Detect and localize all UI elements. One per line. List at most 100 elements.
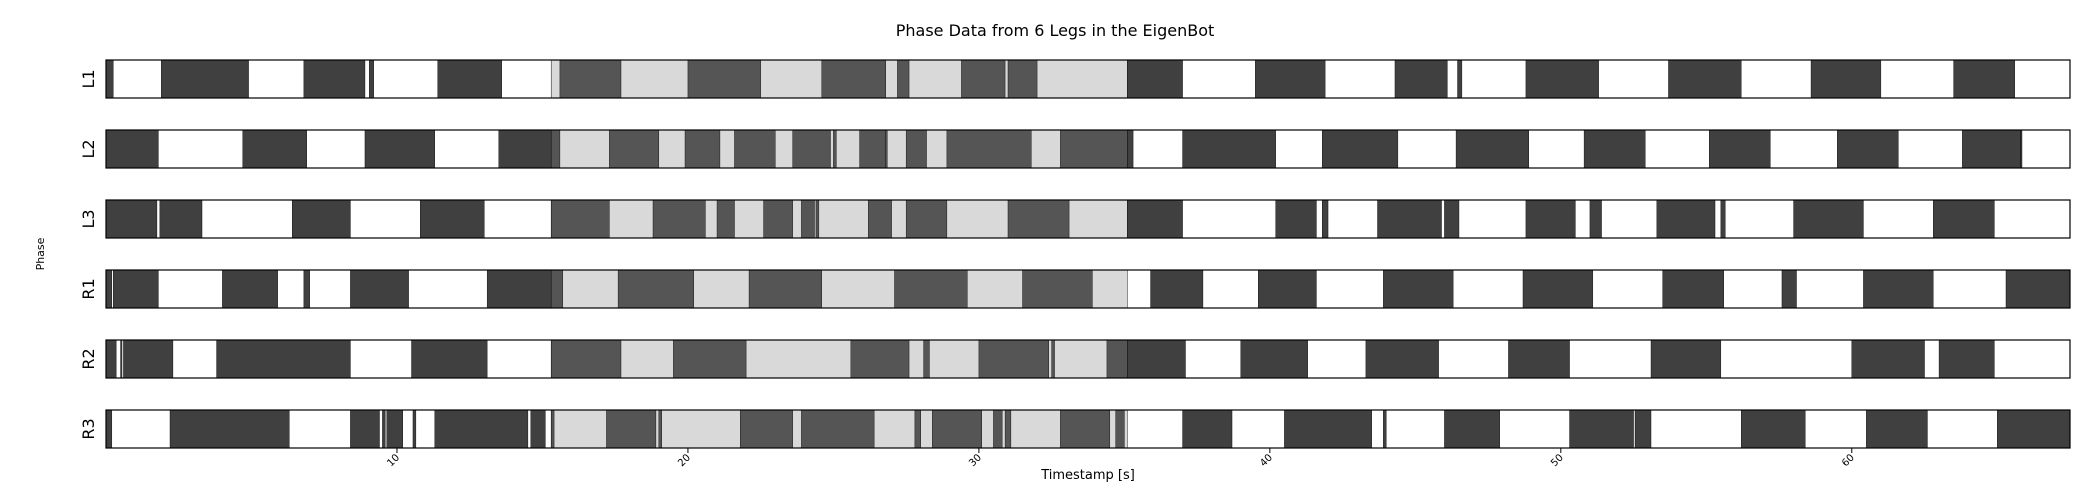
stance-segment (932, 409, 982, 449)
stance-segment (303, 269, 310, 309)
stance-segment (1394, 59, 1448, 99)
stance-segment (1051, 339, 1055, 379)
stance-segment (1781, 269, 1797, 309)
stance-segment (1525, 199, 1576, 239)
stance-segment (486, 269, 552, 309)
stance-segment (609, 129, 660, 169)
stance-segment (885, 129, 888, 169)
y-axis-label: Phase (34, 237, 47, 270)
x-tick-label: 20 (676, 452, 693, 469)
stance-segment (978, 339, 1049, 379)
row-frame (105, 129, 2071, 169)
stance-segment (216, 339, 351, 379)
stance-segment (222, 269, 278, 309)
stance-segment (1240, 339, 1308, 379)
stance-segment (412, 409, 417, 449)
stance-segment (1837, 129, 1899, 169)
stance-segment (1793, 199, 1864, 239)
stance-segment (550, 129, 561, 169)
stance-segment (386, 409, 403, 449)
stance-segment (1938, 339, 1995, 379)
x-tick-label: 40 (1258, 452, 1275, 469)
stance-segment (687, 59, 761, 99)
leg-label: L2 (79, 139, 98, 158)
stance-segment (1106, 339, 1128, 379)
stance-segment (1589, 199, 1602, 239)
stance-segment (1004, 409, 1012, 449)
stance-segment (105, 59, 114, 99)
stance-segment (859, 129, 886, 169)
swing-segment (105, 269, 552, 309)
stance-segment (658, 409, 662, 449)
stance-segment (123, 339, 174, 379)
stance-segment (1060, 129, 1128, 169)
stance-segment (1720, 199, 1726, 239)
stance-segment (498, 129, 552, 169)
stance-segment (801, 409, 875, 449)
stance-segment (914, 409, 921, 449)
stance-segment (1007, 59, 1038, 99)
stance-segment (550, 409, 555, 449)
stance-segment (792, 129, 831, 169)
stance-segment (1650, 339, 1722, 379)
stance-segment (1150, 269, 1204, 309)
stance-segment (734, 129, 776, 169)
stance-segment (169, 409, 290, 449)
x-axis-label: Timestamp [s] (1040, 468, 1135, 483)
row-frame (105, 409, 2071, 449)
stance-segment (673, 339, 747, 379)
stance-segment (1668, 59, 1742, 99)
stance-segment (652, 199, 706, 239)
stance-segment (748, 269, 822, 309)
stance-segment (1851, 339, 1925, 379)
x-tick-label: 30 (967, 452, 984, 469)
leg-rows: L1 L2 L3 R1 R2 R3 (79, 59, 2071, 449)
stance-segment (1741, 409, 1806, 449)
row-frame (105, 199, 2071, 239)
stance-segment (850, 339, 910, 379)
stance-segment (550, 339, 622, 379)
stance-segment (1933, 199, 1995, 239)
stance-segment (894, 269, 968, 309)
row-frame (105, 339, 2071, 379)
stance-segment (1060, 409, 1111, 449)
stance-segment (1866, 409, 1928, 449)
row-frame (105, 269, 2071, 309)
stance-segment (1007, 199, 1070, 239)
leg-row-l1: L1 (79, 59, 2071, 99)
stance-segment (350, 409, 380, 449)
stance-segment (105, 339, 117, 379)
stance-segment (113, 269, 159, 309)
stance-segment (105, 269, 113, 309)
stance-segment (1182, 129, 1276, 169)
stance-segment (1662, 269, 1724, 309)
leg-row-r3: R3 (79, 409, 2071, 449)
stance-segment (242, 129, 307, 169)
stance-segment (105, 409, 113, 449)
stance-segment (815, 199, 820, 239)
stance-segment (1522, 269, 1594, 309)
stance-segment (1022, 269, 1093, 309)
stance-segment (716, 199, 735, 239)
stance-segment (434, 409, 529, 449)
leg-label: L3 (79, 209, 98, 228)
stance-segment (161, 59, 249, 99)
stance-segment (411, 339, 488, 379)
leg-row-r1: R1 (79, 269, 2071, 309)
stance-segment (1284, 409, 1372, 449)
stance-segment (946, 129, 1032, 169)
stance-segment (1127, 339, 1186, 379)
x-tick-label: 50 (1549, 452, 1566, 469)
stance-segment (897, 59, 910, 99)
stance-segment (993, 409, 1003, 449)
stance-segment (437, 59, 502, 99)
stance-segment (1583, 129, 1646, 169)
stance-segment (1810, 59, 1882, 99)
stance-segment (1258, 269, 1317, 309)
stance-segment (763, 199, 793, 239)
stance-segment (382, 409, 386, 449)
stance-segment (1365, 339, 1439, 379)
stance-segment (868, 199, 892, 239)
stance-segment (530, 409, 546, 449)
